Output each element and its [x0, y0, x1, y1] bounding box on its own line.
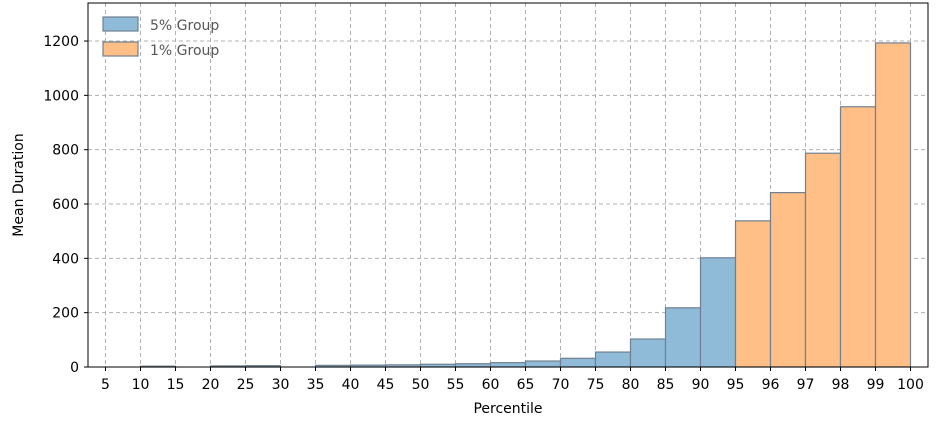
y-tick-label: 0: [70, 360, 79, 376]
y-tick-label: 200: [52, 306, 79, 322]
x-tick-label: 50: [412, 377, 430, 393]
legend-label-1pct: 1% Group: [150, 43, 219, 59]
bar-1pct-group: [769, 192, 807, 368]
x-tick-label: 100: [897, 377, 924, 393]
y-tick-label: 400: [52, 251, 79, 267]
bar-5pct-group: [559, 357, 597, 368]
y-tick-label: 800: [52, 143, 79, 159]
legend: 5% Group 1% Group: [102, 16, 219, 59]
x-tick-label: 85: [657, 377, 675, 393]
y-axis-label: Mean Duration: [11, 133, 27, 236]
x-tick-label: 20: [202, 377, 220, 393]
x-axis: 5 10 15 20 25 30 35 40 45 50 55 60 65 70 75 80 85 90 95 96 9…: [101, 367, 924, 393]
x-tick-label: 25: [237, 377, 255, 393]
x-tick-label: 98: [832, 377, 850, 393]
x-tick-label: 97: [797, 377, 815, 393]
x-tick-label: 55: [447, 377, 465, 393]
x-tick-label: 15: [167, 377, 185, 393]
x-tick-label: 35: [307, 377, 325, 393]
plot-frame: [87, 2, 929, 368]
bar-1pct-group: [734, 220, 772, 368]
x-tick-label: 45: [377, 377, 395, 393]
bar-1pct-group: [804, 152, 842, 368]
x-tick-label: 70: [552, 377, 570, 393]
x-tick-label: 80: [622, 377, 640, 393]
x-tick-label: 10: [132, 377, 150, 393]
x-tick-label: 96: [762, 377, 780, 393]
legend-swatch-1pct: [102, 41, 139, 57]
x-axis-label: Percentile: [473, 401, 542, 417]
x-tick-label: 30: [272, 377, 290, 393]
y-tick-label: 1200: [43, 34, 79, 50]
bar-5pct-group: [489, 362, 527, 368]
bar-5pct-group: [664, 307, 702, 368]
y-tick-label: 1000: [43, 88, 79, 104]
x-tick-label: 95: [727, 377, 745, 393]
x-tick-label: 65: [517, 377, 535, 393]
x-tick-label: 99: [867, 377, 885, 393]
bar-5pct-group: [594, 351, 632, 368]
bar-5pct-group: [629, 338, 667, 368]
legend-swatch-5pct: [102, 16, 139, 32]
bars: [139, 42, 912, 368]
bar-1pct-group: [874, 42, 912, 368]
x-tick-label: 40: [342, 377, 360, 393]
bar-5pct-group: [699, 257, 737, 368]
x-tick-label: 60: [482, 377, 500, 393]
x-tick-label: 5: [101, 377, 110, 393]
x-tick-label: 75: [587, 377, 605, 393]
bar-5pct-group: [524, 360, 562, 368]
legend-label-5pct: 5% Group: [150, 18, 219, 34]
y-tick-label: 600: [52, 197, 79, 213]
x-tick-label: 90: [692, 377, 710, 393]
y-axis: 0 200 400 600 800 1000 1200: [43, 34, 88, 376]
bar-1pct-group: [839, 106, 877, 368]
